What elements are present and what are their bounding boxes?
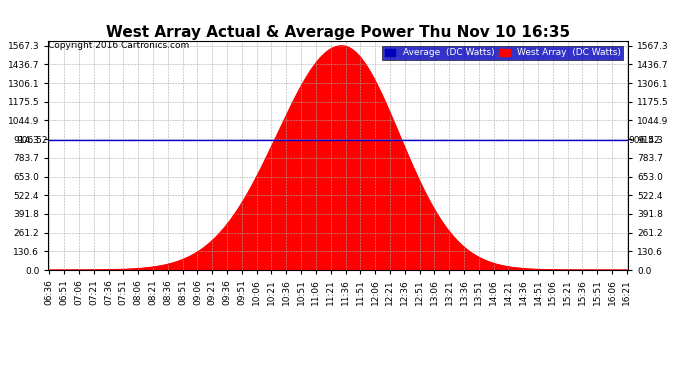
Text: 906.52: 906.52 [17, 136, 48, 145]
Text: 906.52: 906.52 [628, 136, 660, 145]
Title: West Array Actual & Average Power Thu Nov 10 16:35: West Array Actual & Average Power Thu No… [106, 25, 570, 40]
Text: Copyright 2016 Cartronics.com: Copyright 2016 Cartronics.com [48, 41, 190, 50]
Legend: Average  (DC Watts), West Array  (DC Watts): Average (DC Watts), West Array (DC Watts… [382, 46, 623, 60]
